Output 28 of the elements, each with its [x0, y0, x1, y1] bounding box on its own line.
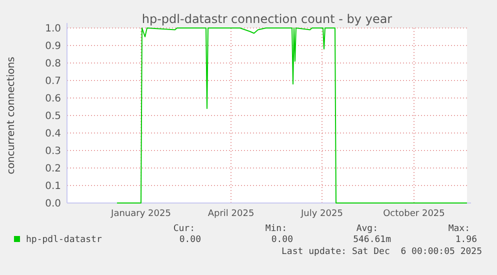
x-tick-label: April 2025: [208, 209, 254, 219]
x-tick-label: January 2025: [110, 209, 171, 219]
y-tick-label: 0.1: [45, 181, 61, 192]
y-tick-label: 0.0: [45, 198, 61, 210]
x-tick-label: October 2025: [383, 209, 445, 219]
y-tick-label: 0.3: [45, 146, 61, 157]
chart-title: hp-pdl-datastr connection count - by year: [142, 12, 392, 26]
text: 546.61m: [353, 235, 391, 245]
y-tick-label: 0.4: [45, 128, 61, 140]
line-series: [116, 28, 468, 204]
text: Min:: [265, 224, 287, 234]
y-tick-label: 0.6: [45, 94, 61, 104]
y-tick-label: 0.9: [45, 41, 61, 52]
text: 1.96: [455, 235, 477, 245]
y-tick-label: 0.7: [45, 76, 61, 87]
y-tick-label: 0.5: [45, 111, 61, 122]
text: Cur:: [173, 224, 195, 234]
text: 0.00: [271, 235, 293, 245]
y-axis-title: concurrent connections: [6, 56, 17, 174]
text: Avg:: [356, 224, 378, 234]
y-tick-label: 0.8: [45, 58, 61, 70]
x-tick-label: July 2025: [300, 209, 343, 219]
y-tick-label: 1.0: [45, 24, 61, 34]
y-tick-label: 0.2: [45, 164, 61, 174]
text: Max:: [448, 224, 470, 234]
legend-label: hp-pdl-datastr: [26, 235, 102, 245]
text: Last update: Sat Dec 6 00:00:05 2025: [282, 247, 482, 257]
text: 0.00: [179, 235, 201, 245]
